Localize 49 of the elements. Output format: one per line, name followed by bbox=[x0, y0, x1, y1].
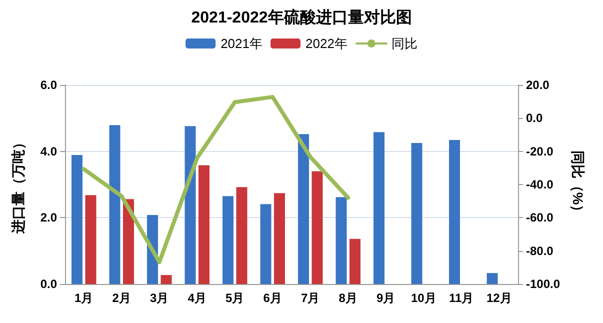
x-tick-label: 12月 bbox=[486, 291, 512, 305]
y-tick-label: 6.0 bbox=[40, 78, 58, 92]
x-tick-label: 8月 bbox=[338, 291, 358, 305]
x-tick-label: 10月 bbox=[410, 291, 436, 305]
bar bbox=[72, 154, 82, 284]
y2-tick-label: -60.0 bbox=[526, 210, 554, 225]
legend-label: 同比 bbox=[391, 36, 418, 51]
bar bbox=[184, 126, 196, 284]
x-tick-label: 2月 bbox=[112, 291, 131, 305]
bar bbox=[350, 238, 360, 284]
x-tick-label: 7月 bbox=[301, 291, 320, 305]
y2-tick-label: -20.0 bbox=[526, 144, 554, 158]
bar bbox=[298, 134, 309, 284]
bar bbox=[236, 187, 248, 284]
x-tick-label: 1月 bbox=[74, 291, 94, 305]
legend-label: 2021年 bbox=[220, 36, 262, 51]
bar bbox=[222, 196, 234, 284]
bar bbox=[486, 273, 498, 284]
x-tick-label: 9月 bbox=[376, 291, 396, 305]
y2-tick-label: -40.0 bbox=[526, 178, 554, 192]
y2-tick-label: 0.0 bbox=[526, 111, 544, 126]
y-tick-label: 2.0 bbox=[40, 210, 58, 225]
bar bbox=[198, 165, 210, 284]
y2-tick-label: -80.0 bbox=[526, 244, 554, 258]
bar bbox=[109, 125, 120, 284]
bar bbox=[374, 132, 384, 284]
bar bbox=[85, 195, 96, 284]
bar bbox=[411, 143, 422, 284]
x-tick-label: 11月 bbox=[449, 291, 474, 305]
x-tick-label: 3月 bbox=[150, 291, 169, 305]
bar bbox=[123, 199, 134, 284]
bar bbox=[336, 197, 347, 284]
x-tick-label: 4月 bbox=[188, 291, 206, 305]
bar bbox=[312, 171, 323, 284]
bar bbox=[260, 204, 272, 284]
line-series bbox=[82, 94, 350, 264]
y-tick-label: 4.0 bbox=[40, 144, 58, 158]
x-tick-label: 5月 bbox=[226, 291, 244, 305]
bar bbox=[274, 193, 285, 284]
bar bbox=[160, 275, 172, 284]
legend-label: 2022年 bbox=[306, 36, 348, 51]
x-tick-label: 6月 bbox=[263, 291, 282, 305]
chart-title: 2021-2022年硫酸进口量对比图 bbox=[191, 8, 412, 26]
bar bbox=[449, 140, 460, 284]
y-axis-title: 进口量（万吨） bbox=[10, 136, 26, 234]
y2-tick-label: 20.0 bbox=[526, 78, 550, 92]
y2-tick-label: -100.0 bbox=[526, 277, 560, 291]
y2-axis-title: 同比（%） bbox=[570, 150, 586, 219]
y-tick-label: 0.0 bbox=[40, 277, 58, 291]
